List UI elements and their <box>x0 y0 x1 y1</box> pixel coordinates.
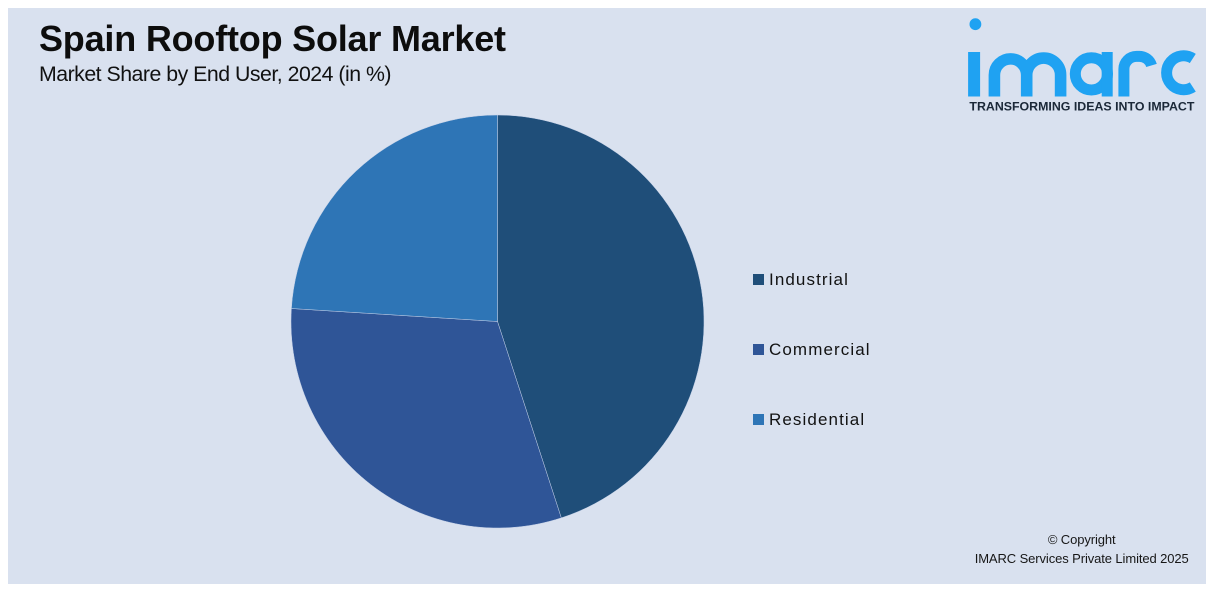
svg-text:TRANSFORMING IDEAS INTO IMPACT: TRANSFORMING IDEAS INTO IMPACT <box>969 100 1195 114</box>
